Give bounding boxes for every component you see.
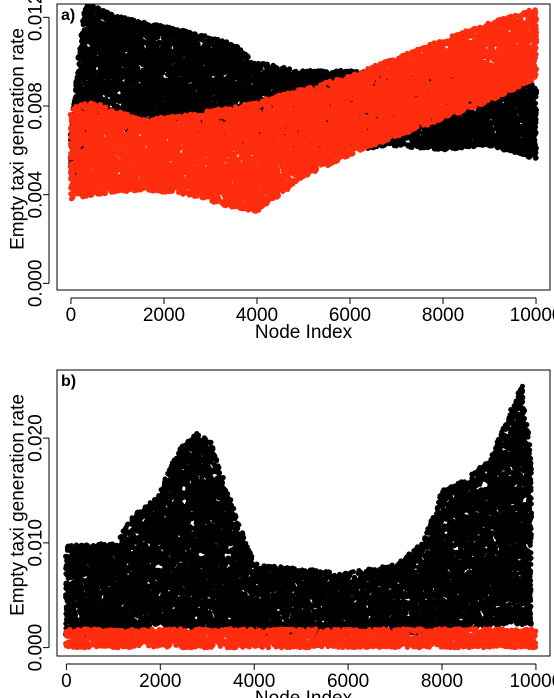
data-point	[92, 69, 98, 75]
data-point	[90, 4, 96, 8]
panel-a: 02000400060008000100000.0000.0040.0080.0…	[8, 0, 554, 343]
points-layer	[67, 4, 540, 214]
data-point	[245, 54, 251, 60]
